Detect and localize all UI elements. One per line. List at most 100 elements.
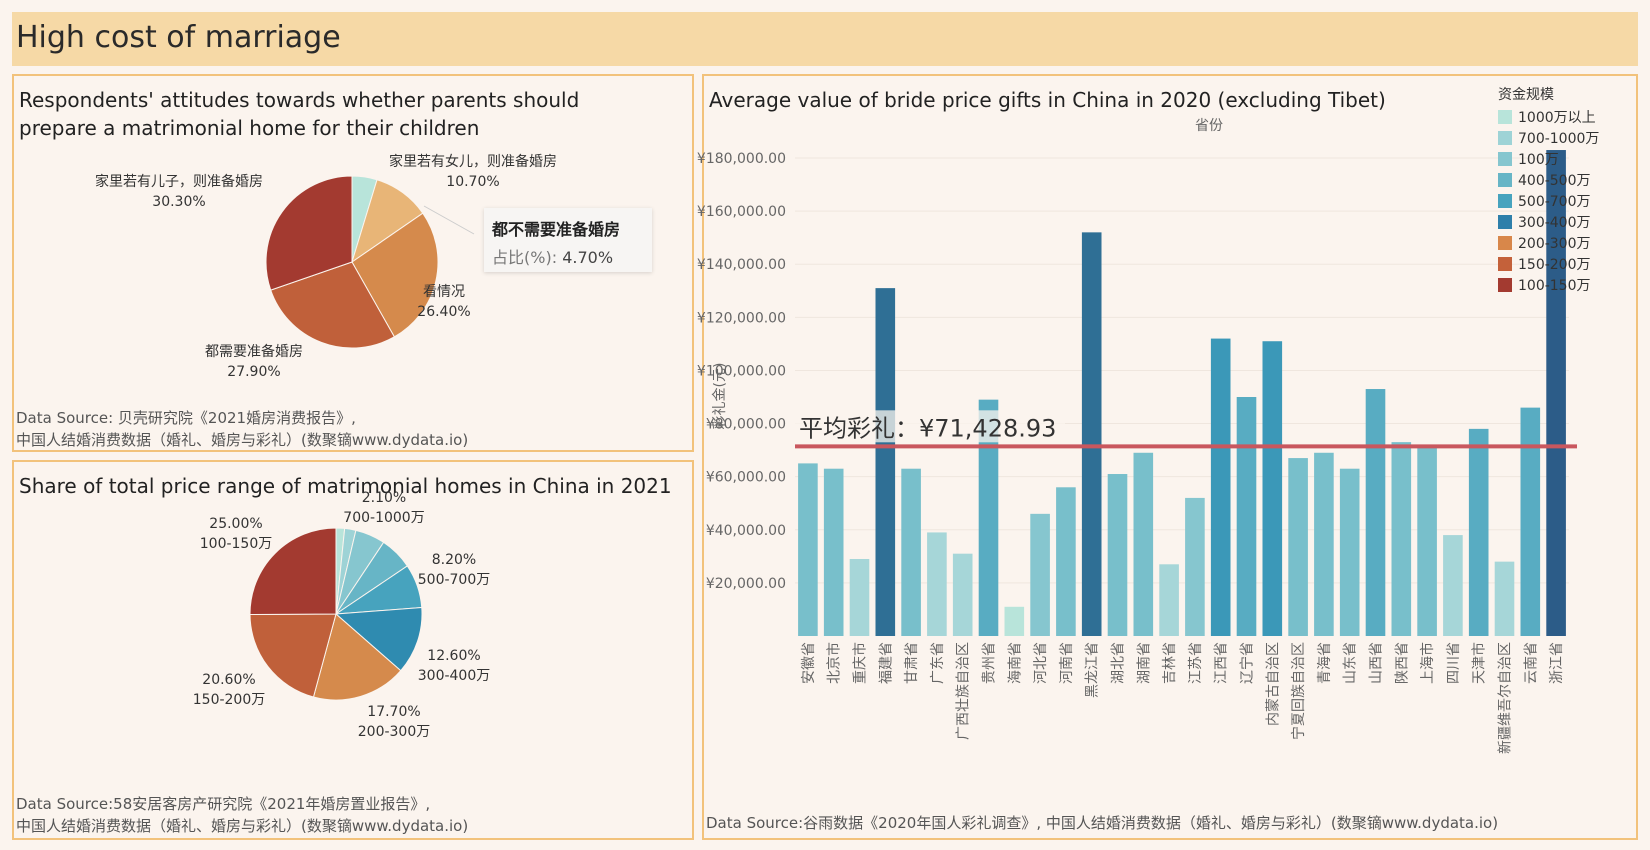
price-range-source: Data Source:58安居客房产研究院《2021年婚房置业报告》, 中国人… (16, 793, 468, 837)
attitudes-pie-chart[interactable]: 家里若有女儿，则准备婚房 10.70% 看情况 26.40% 都需要准备婚房 27.90%… (14, 76, 696, 454)
bar[interactable] (978, 399, 999, 636)
x-tick-label: 重庆市 (852, 642, 869, 684)
price-range-pie-panel: Share of total price range of matrimonia… (12, 460, 694, 840)
legend-swatch (1498, 256, 1512, 271)
bar[interactable] (1236, 397, 1257, 636)
bar[interactable] (1494, 561, 1515, 636)
legend-item[interactable]: 700-1000万 (1498, 127, 1599, 148)
bar[interactable] (1391, 442, 1412, 636)
bar[interactable] (1468, 428, 1489, 636)
y-tick-label: ¥40,000.00 (706, 523, 786, 539)
y-axis-title: 彩礼金(元) (712, 363, 728, 430)
bar[interactable] (1159, 564, 1179, 636)
legend-swatch (1498, 235, 1512, 250)
pie-slice[interactable] (270, 261, 396, 349)
legend-item[interactable]: 300-400万 (1498, 211, 1599, 232)
bar[interactable] (1417, 444, 1437, 636)
legend-label: 500-700万 (1518, 193, 1591, 210)
bar[interactable] (849, 558, 870, 636)
bar[interactable] (823, 468, 844, 636)
legend-item[interactable]: 200-300万 (1498, 232, 1599, 253)
bar[interactable] (1056, 487, 1076, 636)
legend-items: 1000万以上 700-1000万 100万 400-500万 500-700万 300-… (1498, 106, 1599, 295)
tooltip-leader-line (423, 205, 475, 235)
bar[interactable] (952, 553, 973, 636)
bar[interactable] (1520, 407, 1541, 636)
bar[interactable] (1443, 535, 1463, 636)
bar[interactable] (1314, 452, 1334, 636)
pie-slice-value: 12.60% (427, 648, 480, 664)
pie-slice-value: 30.30% (152, 194, 205, 210)
y-tick-label: ¥180,000.00 (697, 151, 786, 167)
x-tick-label: 甘肃省 (904, 642, 920, 684)
y-tick-label: ¥120,000.00 (697, 310, 786, 326)
bar[interactable] (1004, 606, 1025, 636)
bar[interactable] (1133, 452, 1154, 636)
legend-swatch (1498, 172, 1512, 187)
legend-item[interactable]: 100-150万 (1498, 274, 1599, 295)
price-range-pie-chart[interactable]: 2.10% 700-1000万 8.20% 500-700万 12.60% 300-400… (14, 462, 696, 842)
bar[interactable] (1107, 474, 1128, 636)
bar[interactable] (1288, 458, 1308, 636)
legend-item[interactable]: 1000万以上 (1498, 106, 1599, 127)
average-label: 平均彩礼：¥71,428.93 (799, 414, 1056, 442)
x-tick-label: 山东省 (1343, 642, 1359, 684)
x-tick-label: 广西壮族自治区 (956, 642, 972, 740)
x-tick-label: 湖北省 (1111, 642, 1127, 684)
x-tick-label: 河北省 (1033, 642, 1049, 684)
legend-item[interactable]: 500-700万 (1498, 190, 1599, 211)
legend-item[interactable]: 400-500万 (1498, 169, 1599, 190)
pie-slice-label: 150-200万 (193, 692, 266, 708)
bar[interactable] (901, 468, 921, 636)
bar[interactable] (875, 288, 896, 636)
pie-slice-label: 500-700万 (418, 572, 491, 588)
bride-price-bar-chart[interactable]: ¥20,000.00 ¥40,000.00 ¥60,000.00 ¥80,000.00… (697, 76, 1640, 842)
legend-label: 700-1000万 (1518, 130, 1600, 147)
x-tick-label: 福建省 (878, 642, 894, 684)
pie-slice[interactable] (351, 212, 439, 338)
x-tick-label: 天津市 (1471, 642, 1488, 684)
tooltip-value: 4.70% (562, 248, 614, 267)
pie-slice-label: 看情况 (423, 284, 465, 300)
pie-slice[interactable] (249, 613, 337, 698)
x-tick-label: 湖南省 (1136, 642, 1152, 684)
pie-slice[interactable] (312, 613, 402, 701)
pie-slice-value: 10.70% (446, 174, 499, 190)
x-tick-label: 云南省 (1523, 642, 1539, 684)
legend-label: 300-400万 (1518, 214, 1591, 231)
price-range-pie-title: Share of total price range of matrimonia… (19, 474, 672, 498)
bar[interactable] (1030, 513, 1050, 636)
bride-price-bar-title: Average value of bride price gifts in Ch… (709, 88, 1386, 112)
legend-swatch (1498, 214, 1512, 229)
bar[interactable] (1339, 468, 1360, 636)
x-tick-label: 江苏省 (1188, 642, 1204, 684)
pie-slice-label: 都需要准备婚房 (205, 343, 303, 360)
y-tick-label: ¥20,000.00 (706, 576, 786, 592)
bar[interactable] (1546, 150, 1566, 636)
x-tick-label: 吉林省 (1162, 642, 1178, 684)
tooltip-key: 占比(%): (492, 248, 558, 267)
bar[interactable] (1210, 338, 1231, 636)
attitudes-pie-panel: Respondents' attitudes towards whether p… (12, 74, 694, 452)
bar[interactable] (1365, 389, 1386, 636)
x-tick-label: 海南省 (1007, 642, 1023, 684)
legend-title: 资金规模 (1498, 87, 1554, 103)
x-tick-label: 辽宁省 (1239, 642, 1256, 684)
bar[interactable] (927, 532, 947, 636)
attitudes-source: Data Source: 贝壳研究院《2021婚房消费报告》, 中国人结婚消费数… (16, 407, 468, 451)
x-tick-label: 江西省 (1214, 642, 1230, 684)
y-tick-label: ¥100,000.00 (697, 363, 786, 379)
average-label-backdrop (795, 410, 1065, 443)
bar[interactable] (1185, 497, 1205, 636)
legend-item[interactable]: 150-200万 (1498, 253, 1599, 274)
pie-slice[interactable] (249, 527, 337, 616)
pie-slice-value: 17.70% (367, 704, 420, 720)
bride-price-bar-panel: Average value of bride price gifts in Ch… (697, 74, 1640, 842)
x-axis-title: 省份 (1195, 118, 1223, 134)
pie-slice[interactable] (334, 606, 423, 672)
bar[interactable] (1262, 341, 1283, 636)
legend-item[interactable]: 100万 (1498, 148, 1599, 169)
pie-slice[interactable] (265, 175, 353, 291)
bar[interactable] (1081, 232, 1102, 636)
bar[interactable] (798, 463, 818, 636)
